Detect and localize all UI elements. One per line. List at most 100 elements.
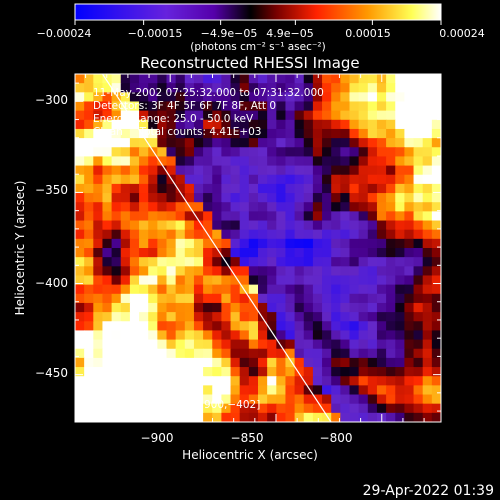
- heatmap-cell: [422, 229, 433, 240]
- heatmap-cell: [413, 330, 424, 341]
- heatmap-cell: [312, 348, 323, 359]
- heatmap-cell: [404, 156, 415, 167]
- heatmap-cell: [139, 156, 149, 167]
- heatmap-cell: [367, 138, 378, 148]
- heatmap-cell: [358, 385, 369, 396]
- heatmap-cell: [93, 238, 104, 249]
- heatmap-cell: [230, 339, 241, 350]
- heatmap-cell: [395, 202, 405, 212]
- heatmap-cell: [285, 293, 296, 304]
- heatmap-cell: [75, 92, 85, 103]
- heatmap-cell: [193, 220, 204, 231]
- heatmap-cell: [84, 357, 94, 368]
- heatmap-cell: [111, 248, 122, 258]
- heatmap-cell: [349, 412, 360, 422]
- heatmap-cell: [258, 385, 268, 396]
- heatmap-cell: [258, 92, 268, 103]
- heatmap-cell: [184, 101, 195, 112]
- heatmap-cell: [184, 348, 195, 359]
- heatmap-cell: [111, 312, 122, 322]
- heatmap-cell: [166, 293, 177, 304]
- heatmap-cell: [322, 156, 332, 167]
- heatmap-cell: [331, 174, 341, 185]
- heatmap-cell: [294, 275, 305, 286]
- heatmap-cell: [340, 357, 351, 368]
- heatmap-cell: [258, 220, 268, 231]
- heatmap-cell: [203, 403, 213, 414]
- heatmap-cell: [102, 74, 113, 84]
- heatmap-cell: [276, 138, 287, 148]
- heatmap-cell: [312, 385, 323, 396]
- heatmap-cell: [413, 403, 424, 414]
- heatmap-cell: [322, 403, 332, 414]
- heatmap-cell: [129, 174, 140, 185]
- heatmap-cell: [322, 101, 332, 112]
- heatmap-cell: [166, 403, 177, 414]
- heatmap-cell: [276, 284, 287, 295]
- heatmap-cell: [221, 357, 232, 368]
- heatmap-cell: [111, 293, 122, 304]
- heatmap-cell: [294, 266, 305, 277]
- heatmap-cell: [221, 83, 232, 93]
- heatmap-cell: [258, 302, 268, 313]
- heatmap-cell: [75, 376, 85, 386]
- heatmap-cell: [212, 348, 222, 359]
- heatmap-cell: [331, 412, 341, 422]
- heatmap-cell: [148, 367, 158, 377]
- heatmap-cell: [267, 119, 277, 130]
- heatmap-cell: [120, 275, 131, 286]
- heatmap-cell: [404, 293, 415, 304]
- heatmap-cell: [358, 321, 369, 332]
- heatmap-cell: [212, 312, 222, 322]
- heatmap-cell: [212, 101, 222, 112]
- heatmap-cell: [166, 183, 177, 194]
- heatmap-cell: [166, 74, 177, 84]
- heatmap-cell: [120, 110, 131, 121]
- heatmap-cell: [120, 248, 131, 258]
- heatmap-cell: [367, 83, 378, 93]
- heatmap-cell: [285, 119, 296, 130]
- heatmap-cell: [395, 357, 405, 368]
- heatmap-cell: [230, 330, 241, 341]
- heatmap-cell: [175, 385, 186, 396]
- heatmap-cell: [331, 156, 341, 167]
- heatmap-cell: [267, 302, 277, 313]
- heatmap-cell: [413, 357, 424, 368]
- heatmap-cell: [267, 211, 277, 222]
- heatmap-cell: [340, 183, 351, 194]
- heatmap-cell: [212, 330, 222, 341]
- heatmap-cell: [413, 238, 424, 249]
- heatmap-cell: [303, 119, 314, 130]
- heatmap-cell: [395, 284, 405, 295]
- heatmap-cell: [239, 348, 250, 359]
- heatmap-cell: [376, 147, 387, 158]
- heatmap-cell: [239, 211, 250, 222]
- heatmap-cell: [93, 101, 104, 112]
- heatmap-cell: [422, 348, 433, 359]
- heatmap-cell: [258, 275, 268, 286]
- heatmap-cell: [129, 412, 140, 422]
- heatmap-cell: [148, 193, 158, 203]
- heatmap-cell: [230, 412, 241, 422]
- heatmap-cell: [139, 110, 149, 121]
- heatmap-cell: [331, 312, 341, 322]
- heatmap-cell: [303, 330, 314, 341]
- heatmap-cell: [367, 266, 378, 277]
- heatmap-cell: [166, 101, 177, 112]
- heatmap-cell: [239, 302, 250, 313]
- heatmap-cell: [386, 275, 396, 286]
- heatmap-cell: [340, 302, 351, 313]
- heatmap-cell: [258, 376, 268, 386]
- heatmap-cell: [120, 357, 131, 368]
- heatmap-cell: [431, 202, 441, 212]
- heatmap-cell: [157, 165, 168, 176]
- heatmap-cell: [120, 367, 131, 377]
- heatmap-cell: [431, 165, 441, 176]
- heatmap-cell: [166, 83, 177, 93]
- heatmap-cell: [258, 119, 268, 130]
- heatmap-cell: [230, 293, 241, 304]
- heatmap-cell: [312, 330, 323, 341]
- heatmap-cell: [404, 330, 415, 341]
- heatmap-cell: [157, 211, 168, 222]
- heatmap-cell: [258, 229, 268, 240]
